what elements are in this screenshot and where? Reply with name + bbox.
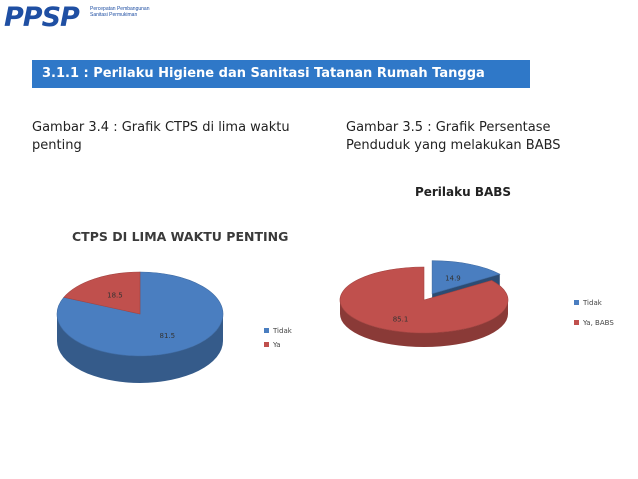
caption-left: Gambar 3.4 : Grafik CTPS di lima waktu p… [32, 119, 302, 155]
caption-left-line2: penting [32, 138, 82, 153]
pie-slice-1 [339, 266, 509, 334]
logo-subtitle: Percepatan Pembangunan Sanitasi Permukim… [90, 6, 150, 18]
legend-label-0: Tidak [272, 327, 293, 335]
legend-swatch-0 [264, 328, 269, 333]
ctps-chart: CTPS DI LIMA WAKTU PENTING 81.5 18.5 Tida… [56, 229, 293, 383]
caption-right-line1: Gambar 3.5 : Grafik Persentase [346, 120, 551, 135]
data-label-0: 81.5 [160, 332, 176, 340]
babs-legend: Tidak Ya, BABS [574, 299, 614, 327]
pie-side-0 [57, 314, 223, 383]
pie-slice-1 [63, 271, 141, 315]
data-label-0: 14.9 [445, 274, 461, 282]
ctps-legend: Tidak Ya [264, 327, 293, 349]
data-label-1: 85.1 [393, 315, 409, 323]
ctps-pie: 81.5 18.5 [56, 271, 224, 383]
ctps-chart-title: CTPS DI LIMA WAKTU PENTING [72, 229, 288, 244]
pie-slice-0 [431, 260, 501, 295]
caption-left-line1: Gambar 3.4 : Grafik CTPS di lima waktu [32, 120, 290, 135]
legend-swatch-1 [264, 342, 269, 347]
babs-chart: Perilaku BABS 14.9 85.1 Tidak Ya, BABS [339, 185, 614, 347]
babs-chart-title: Perilaku BABS [415, 185, 511, 199]
pie-side-1 [340, 300, 508, 347]
section-title: 3.1.1 : Perilaku Higiene dan Sanitasi Ta… [42, 66, 485, 81]
ppsp-logo: PPSP Percepatan Pembangunan Sanitasi Per… [4, 2, 174, 42]
legend-label-1: Ya, BABS [582, 319, 614, 327]
logo-text: PPSP [4, 2, 80, 33]
legend-swatch-1 [574, 320, 579, 325]
caption-right-line2: Penduduk yang melakukan BABS [346, 138, 561, 153]
legend-label-1: Ya [272, 341, 281, 349]
caption-right: Gambar 3.5 : Grafik Persentase Penduduk … [346, 119, 596, 155]
legend-swatch-0 [574, 300, 579, 305]
section-title-bar: 3.1.1 : Perilaku Higiene dan Sanitasi Ta… [32, 60, 530, 88]
babs-pie: 14.9 85.1 [339, 260, 509, 347]
data-label-1: 18.5 [107, 292, 123, 300]
legend-label-0: Tidak [582, 299, 603, 307]
